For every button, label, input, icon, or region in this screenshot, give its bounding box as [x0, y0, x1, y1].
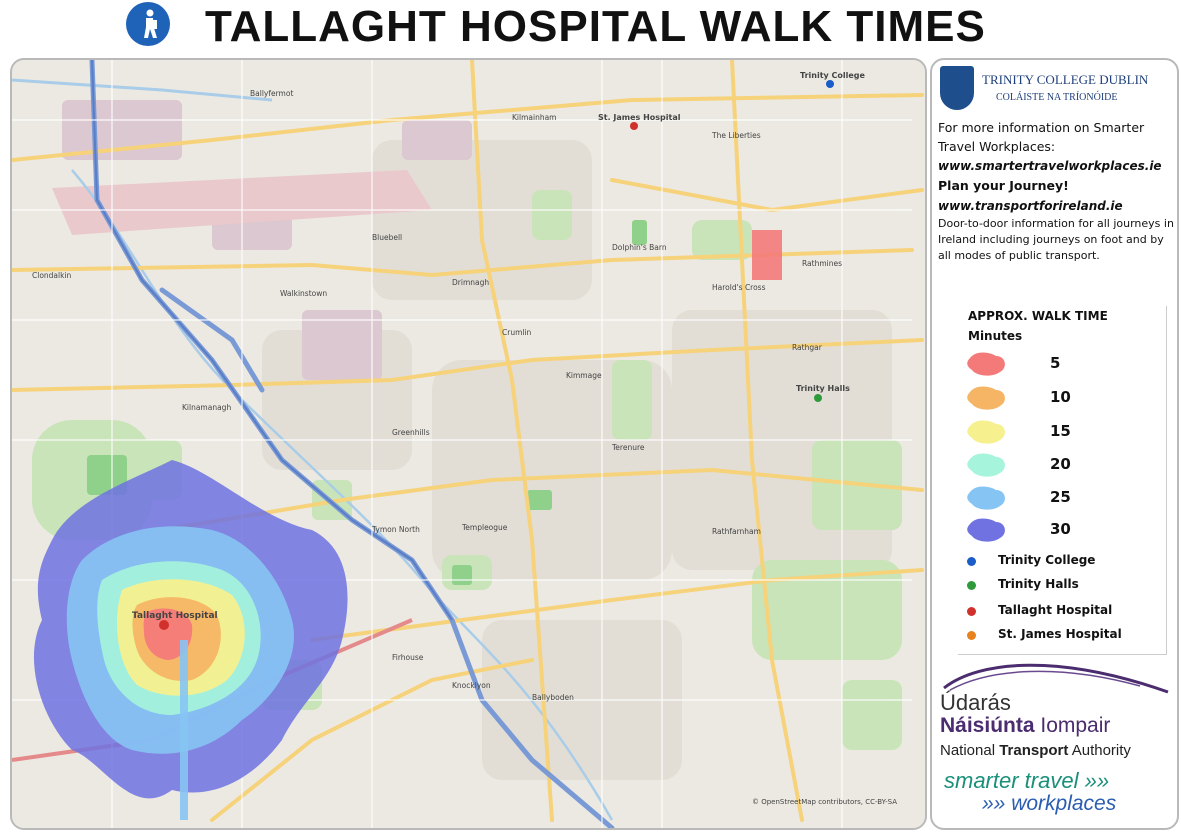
trinity-halls-area	[752, 230, 782, 280]
tcd-crest-icon	[940, 66, 974, 110]
nta-naisiunta-line: Náisiúnta Iompair	[940, 714, 1110, 738]
tcd-subtitle: COLÁISTE NA TRÍONÓIDE	[996, 92, 1118, 103]
legend-label: 20	[1050, 455, 1071, 473]
info-line: For more information on Smarter Travel W…	[938, 120, 1145, 154]
red-dot-icon	[967, 607, 976, 616]
page-title: TALLAGHT HOSPITAL WALK TIMES	[205, 2, 986, 51]
legend-row-10: 10	[964, 382, 1164, 412]
tallaght-hospital-label: Tallaght Hospital	[132, 611, 218, 621]
place-drimnagh: Drimnagh	[452, 278, 489, 287]
info-panel: TRINITY COLLEGE DUBLIN COLÁISTE NA TRÍON…	[930, 58, 1179, 830]
tallaght-hospital-marker[interactable]	[159, 620, 169, 630]
nta-national: National	[940, 742, 1000, 759]
legend-point-label: Trinity Halls	[998, 577, 1079, 591]
transport-for-ireland-link[interactable]: www.transportforireland.ie	[938, 199, 1123, 213]
legend-point-trinity-college: Trinity College	[964, 552, 1164, 574]
legend-swatch-icon	[967, 486, 1005, 510]
legend-label: 5	[1050, 354, 1061, 372]
place-clondalkin: Clondalkin	[32, 271, 72, 280]
legend-label: 25	[1050, 488, 1071, 506]
place-kimmage: Kimmage	[566, 371, 602, 380]
st-james-hospital-marker[interactable]	[630, 122, 638, 130]
legend-point-label: St. James Hospital	[998, 627, 1122, 641]
page-header: TALLAGHT HOSPITAL WALK TIMES	[0, 0, 1181, 54]
place-greenhills: Greenhills	[392, 428, 430, 437]
legend-point-st-james-hospital: St. James Hospital	[964, 626, 1164, 648]
nta-iompair: Iompair	[1034, 714, 1111, 737]
nta-authority: Authority	[1068, 742, 1131, 759]
legend-point-label: Trinity College	[998, 553, 1096, 567]
place-rathgar: Rathgar	[792, 343, 823, 352]
map-view[interactable]: Tallaght Hospital St. James Hospital Tri…	[10, 58, 927, 830]
legend-row-20: 20	[964, 449, 1164, 479]
place-walkinstown: Walkinstown	[280, 289, 327, 298]
tcd-logo: TRINITY COLLEGE DUBLIN COLÁISTE NA TRÍON…	[940, 66, 1170, 114]
orange-dot-icon	[967, 631, 976, 640]
green-dot-icon	[967, 581, 976, 590]
trinity-college-marker[interactable]	[826, 80, 834, 88]
legend-swatch-icon	[967, 352, 1005, 376]
trinity-halls-marker[interactable]	[814, 394, 822, 402]
walk-time-isochrones	[33, 460, 348, 820]
legend-label: 15	[1050, 422, 1071, 440]
legend-swatch-icon	[967, 453, 1005, 477]
legend-point-tallaght-hospital: Tallaght Hospital	[964, 602, 1164, 624]
legend-point-label: Tallaght Hospital	[998, 603, 1113, 617]
legend-row-30: 30	[964, 514, 1164, 544]
legend-label: 30	[1050, 520, 1071, 538]
legend-label: 10	[1050, 388, 1071, 406]
nta-naisiunta: Náisiúnta	[940, 714, 1035, 737]
legend-swatch-icon	[967, 518, 1005, 542]
nta-transport: Transport	[999, 742, 1069, 759]
place-kilmainham: Kilmainham	[512, 113, 556, 122]
place-dolphins-barn: Dolphin's Barn	[612, 243, 667, 252]
map-canvas[interactable]: Tallaght Hospital St. James Hospital Tri…	[12, 60, 925, 828]
map-attribution: © OpenStreetMap contributors, CC-BY-SA	[752, 798, 897, 806]
place-knocklyon: Knocklyon	[452, 681, 491, 690]
walk-time-legend: APPROX. WALK TIME Minutes 5 10 15 20 25 …	[958, 306, 1167, 655]
legend-title-line2: Minutes	[968, 329, 1023, 343]
place-firhouse: Firhouse	[392, 653, 424, 662]
smarter-travel-link[interactable]: www.smartertravelworkplaces.ie	[938, 159, 1162, 173]
trinity-college-label: Trinity College	[800, 71, 866, 80]
place-crumlin: Crumlin	[502, 328, 532, 337]
nta-udaras: Údarás	[940, 690, 1011, 715]
place-terenure: Terenure	[611, 443, 645, 452]
place-kilnamanagh: Kilnamanagh	[182, 403, 231, 412]
door-to-door-description: Door-to-door information for all journey…	[938, 217, 1174, 262]
nta-english-line: National Transport Authority	[940, 742, 1131, 759]
workplaces-logo: »» workplaces	[982, 792, 1117, 815]
tcd-name: TRINITY COLLEGE DUBLIN	[982, 72, 1149, 87]
pedestrian-icon	[126, 2, 170, 46]
smarter-travel-logo: smarter travel »»	[944, 768, 1110, 793]
place-harolds-cross: Harold's Cross	[712, 283, 766, 292]
info-text: For more information on Smarter Travel W…	[938, 118, 1174, 264]
trinity-halls-label: Trinity Halls	[796, 384, 850, 393]
legend-swatch-icon	[967, 420, 1005, 444]
legend-swatch-icon	[967, 386, 1005, 410]
legend-row-15: 15	[964, 416, 1164, 446]
legend-title-line1: APPROX. WALK TIME	[968, 309, 1108, 323]
place-templeogue: Templeogue	[461, 523, 508, 532]
parks	[32, 190, 902, 750]
legend-row-25: 25	[964, 482, 1164, 512]
blue-dot-icon	[967, 557, 976, 566]
st-james-hospital-label: St. James Hospital	[598, 113, 681, 122]
place-ballyfermot: Ballyfermot	[250, 89, 293, 98]
place-rathmines: Rathmines	[802, 259, 842, 268]
place-the-liberties: The Liberties	[711, 131, 761, 140]
legend-row-5: 5	[964, 348, 1164, 378]
plan-journey-heading: Plan your Journey!	[938, 178, 1069, 193]
nta-swoosh-icon	[943, 663, 1169, 694]
place-bluebell: Bluebell	[372, 233, 402, 242]
nta-logo: Údarás Náisiúnta Iompair National Transp…	[940, 654, 1172, 824]
place-ballyboden: Ballyboden	[532, 693, 574, 702]
place-rathfarnham: Rathfarnham	[712, 527, 761, 536]
legend-point-trinity-halls: Trinity Halls	[964, 576, 1164, 598]
place-tymon-north: Tymon North	[371, 525, 420, 534]
